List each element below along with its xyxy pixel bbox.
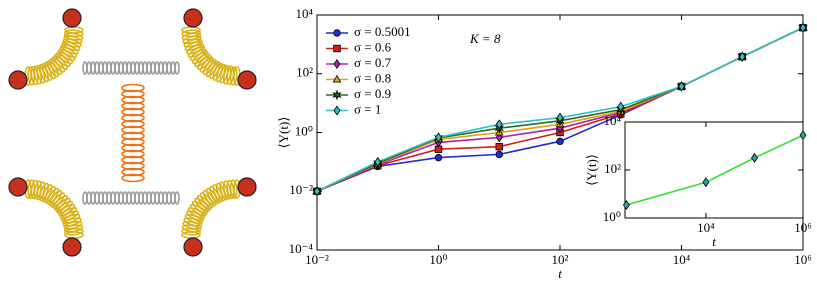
orange-spring — [121, 101, 145, 111]
marker — [556, 112, 564, 123]
legend-label: σ = 0.5001 — [354, 24, 411, 39]
orange-spring — [121, 95, 145, 105]
x-tick-label: 10⁴ — [673, 252, 691, 267]
orange-spring — [121, 173, 145, 183]
marker — [495, 150, 503, 159]
y-tick-label: 10⁴ — [603, 113, 621, 128]
marker — [495, 142, 503, 151]
marker — [751, 152, 758, 163]
x-tick-label: 10⁴ — [697, 220, 715, 235]
y-tick-label: 10² — [604, 161, 621, 176]
yellow-spring — [27, 66, 36, 86]
marker — [617, 101, 625, 112]
legend-label: σ = 0.9 — [354, 86, 391, 101]
marker — [374, 156, 382, 167]
orange-spring — [121, 167, 145, 177]
marker — [622, 199, 630, 210]
legend-marker — [333, 29, 341, 37]
orange-spring — [121, 119, 145, 129]
x-tick-label: 10⁰ — [429, 252, 447, 267]
legend-label: σ = 1 — [354, 101, 381, 116]
y-tick-label: 10² — [296, 65, 313, 80]
red-ball — [183, 237, 203, 257]
y-axis-label: ⟨Y(t)⟩ — [276, 117, 291, 149]
y-tick-label: 10⁰ — [603, 209, 621, 224]
y-tick-label: 10⁰ — [295, 123, 313, 138]
orange-spring — [121, 149, 145, 159]
legend-label: σ = 0.7 — [354, 55, 392, 70]
marker — [556, 137, 564, 146]
orange-spring — [121, 161, 145, 171]
orange-spring — [121, 137, 145, 147]
legend-label: σ = 0.6 — [354, 39, 392, 54]
y-tick-label: 10⁻⁴ — [289, 241, 314, 256]
red-ball — [237, 177, 257, 197]
red-ball — [8, 177, 28, 197]
series-line — [626, 134, 804, 206]
spring-diagram — [8, 8, 257, 257]
marker — [738, 51, 746, 62]
y-tick-label: 10⁻² — [289, 182, 313, 197]
marker — [313, 186, 321, 197]
marker — [495, 119, 503, 130]
red-ball — [8, 70, 28, 90]
legend-marker — [333, 59, 341, 69]
y-tick-label: 10⁴ — [295, 6, 313, 21]
red-ball — [62, 8, 82, 28]
gray-spring — [174, 61, 180, 75]
orange-spring — [121, 107, 145, 117]
orange-spring — [121, 89, 145, 99]
marker — [799, 130, 807, 141]
marker — [435, 132, 442, 143]
orange-spring — [121, 125, 145, 135]
orange-spring — [121, 131, 145, 141]
x-tick-label: 10⁶ — [794, 252, 812, 267]
x-axis-label: t — [558, 266, 562, 281]
orange-spring — [121, 113, 145, 123]
legend-marker — [332, 74, 342, 83]
orange-spring — [121, 155, 145, 165]
yellow-spring — [27, 179, 36, 199]
legend-label: σ = 0.8 — [354, 70, 391, 85]
marker — [678, 81, 685, 92]
red-ball — [183, 8, 203, 28]
legend-marker — [332, 89, 342, 101]
gray-spring — [174, 191, 180, 205]
marker — [799, 22, 807, 33]
yellow-spring — [229, 66, 238, 86]
legend-marker — [333, 44, 341, 53]
yellow-spring — [229, 179, 238, 199]
plot-area — [624, 121, 804, 219]
x-axis-label: t — [712, 234, 716, 249]
orange-spring — [121, 83, 145, 93]
marker — [434, 153, 443, 162]
legend-marker — [333, 105, 341, 116]
orange-spring — [121, 143, 145, 153]
marker — [702, 177, 710, 188]
y-axis-label: ⟨Y(t)⟩ — [584, 154, 599, 186]
x-tick-label: 10⁻² — [305, 252, 329, 267]
red-ball — [237, 70, 257, 90]
red-ball — [62, 237, 82, 257]
x-tick-label: 10² — [552, 252, 569, 267]
x-tick-label: 10⁶ — [794, 220, 812, 235]
annotation: K = 8 — [469, 31, 501, 46]
